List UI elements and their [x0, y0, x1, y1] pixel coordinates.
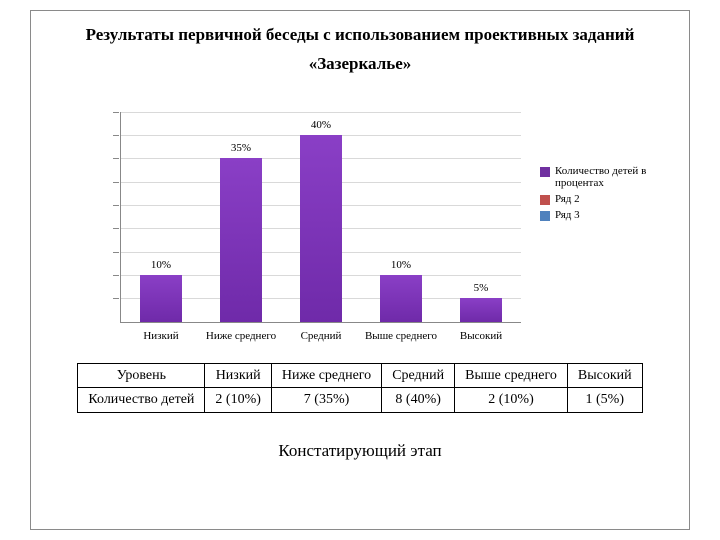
legend-swatch — [540, 211, 550, 221]
chart-x-label: Высокий — [460, 330, 502, 342]
chart-y-tick — [113, 275, 119, 276]
chart-y-tick — [113, 182, 119, 183]
table-cell: Средний — [382, 363, 455, 388]
legend-label: Ряд 3 — [555, 209, 580, 221]
legend-swatch — [540, 195, 550, 205]
chart-x-label: Выше среднего — [365, 330, 437, 342]
chart-y-tick — [113, 135, 119, 136]
chart-bar: 10% — [140, 275, 182, 322]
chart-bar-label: 10% — [151, 259, 171, 271]
data-table: Уровень Низкий Ниже среднего Средний Выш… — [77, 363, 642, 413]
chart-x-label: Ниже среднего — [206, 330, 276, 342]
chart-legend: Количество детей в процентах Ряд 2 Ряд 3 — [540, 165, 660, 225]
legend-swatch — [540, 167, 550, 177]
chart-bar-label: 40% — [311, 119, 331, 131]
chart-x-label: Средний — [301, 330, 342, 342]
legend-item: Ряд 2 — [540, 193, 660, 205]
table-cell: Высокий — [567, 363, 642, 388]
footer-text: Констатирующий этап — [41, 441, 679, 461]
table-cell: Низкий — [205, 363, 272, 388]
chart-bar: 35% — [220, 158, 262, 321]
chart-y-tick — [113, 112, 119, 113]
table-cell: Количество детей — [78, 388, 205, 413]
table-cell: 2 (10%) — [205, 388, 272, 413]
chart-bar-label: 5% — [474, 282, 489, 294]
chart-y-tick — [113, 205, 119, 206]
chart-bar: 5% — [460, 298, 502, 321]
chart-plot: 10%Низкий35%Ниже среднего40%Средний10%Вы… — [120, 112, 521, 323]
table-cell: Уровень — [78, 363, 205, 388]
table-row: Уровень Низкий Ниже среднего Средний Выш… — [78, 363, 642, 388]
table-cell: Ниже среднего — [271, 363, 381, 388]
legend-item: Ряд 3 — [540, 209, 660, 221]
legend-label: Ряд 2 — [555, 193, 580, 205]
chart-gridline — [121, 112, 521, 113]
chart-y-tick — [113, 158, 119, 159]
chart-x-label: Низкий — [143, 330, 178, 342]
chart-bar: 10% — [380, 275, 422, 322]
chart-y-tick — [113, 298, 119, 299]
bar-chart: 10% Низкий 35% Ниже среднего 40% Средний 10% Вы… — [60, 85, 660, 355]
legend-label: Количество детей в процентах — [555, 165, 660, 189]
table-cell: 7 (35%) — [271, 388, 381, 413]
page-title: Результаты первичной беседы с использова… — [41, 21, 679, 79]
chart-bar-label: 35% — [231, 142, 251, 154]
table-cell: 2 (10%) — [455, 388, 568, 413]
chart-bar-label: 10% — [391, 259, 411, 271]
table-cell: 1 (5%) — [567, 388, 642, 413]
slide-frame: Результаты первичной беседы с использова… — [30, 10, 690, 530]
table-cell: 8 (40%) — [382, 388, 455, 413]
legend-item: Количество детей в процентах — [540, 165, 660, 189]
chart-y-tick — [113, 252, 119, 253]
chart-bar: 40% — [300, 135, 342, 322]
chart-y-tick — [113, 228, 119, 229]
table-row: Количество детей 2 (10%) 7 (35%) 8 (40%)… — [78, 388, 642, 413]
table-cell: Выше среднего — [455, 363, 568, 388]
